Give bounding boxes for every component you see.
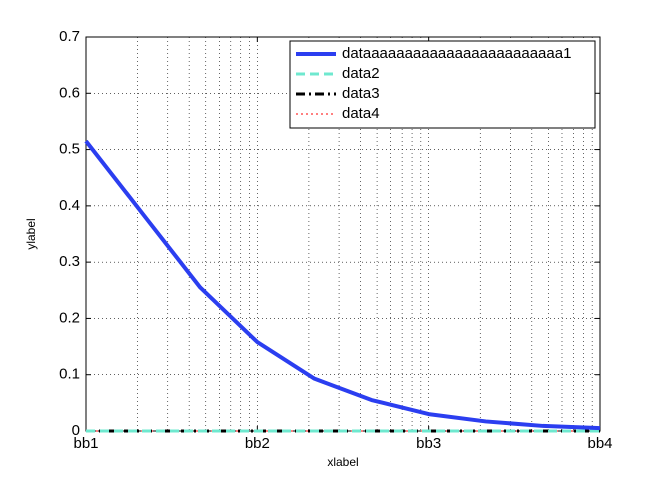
legend-label: data4: [342, 105, 380, 122]
y-tick-label: 0.5: [59, 141, 80, 158]
x-tick-label: bb1: [73, 435, 98, 452]
y-tick-label: 0.3: [59, 253, 80, 270]
legend-box: [289, 40, 596, 129]
y-tick-label: 0.1: [59, 366, 80, 383]
legend-label: data3: [342, 85, 380, 102]
y-tick-label: 0.6: [59, 84, 80, 101]
y-tick-label: 0.7: [59, 28, 80, 45]
legend-label: dataaaaaaaaaaaaaaaaaaaaaaaa1: [342, 45, 571, 62]
legend-label: data2: [342, 65, 380, 82]
y-axis-label: ylabel: [24, 218, 38, 249]
y-tick-label: 0: [72, 422, 80, 439]
x-tick-label: bb3: [416, 435, 441, 452]
y-tick-label: 0.4: [59, 197, 80, 214]
x-axis-label: xlabel: [327, 455, 358, 469]
y-tick-label: 0.2: [59, 309, 80, 326]
x-tick-label: bb2: [245, 435, 270, 452]
data-line: [84, 139, 601, 431]
x-tick-label: bb4: [587, 435, 612, 452]
